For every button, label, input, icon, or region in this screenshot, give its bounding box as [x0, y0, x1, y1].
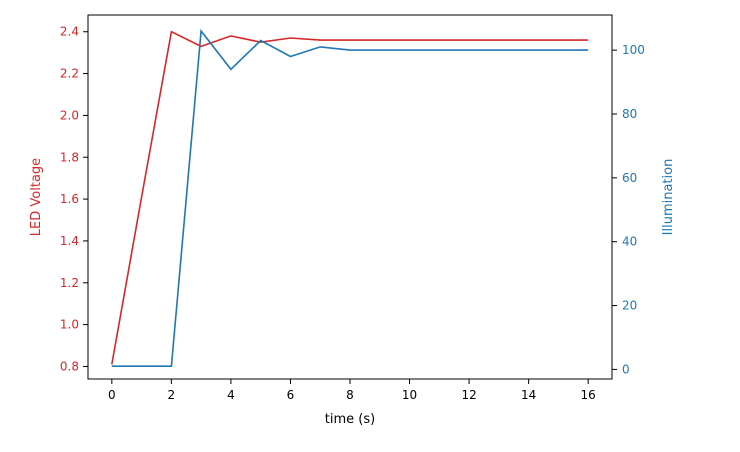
y-axis-right-label: Illumination — [661, 159, 676, 236]
y-left-tick-label: 1.6 — [60, 192, 79, 206]
x-tick-label: 0 — [108, 388, 116, 402]
y-right-tick-label: 20 — [622, 299, 637, 313]
y-left-tick-label: 2.0 — [60, 108, 79, 122]
x-tick-label: 14 — [521, 388, 536, 402]
y-right-tick-label: 60 — [622, 171, 637, 185]
x-tick-label: 10 — [402, 388, 417, 402]
led-voltage-series-line — [111, 30, 589, 365]
y-left-tick-label: 2.2 — [60, 67, 79, 81]
y-left-tick-label: 0.8 — [60, 359, 79, 373]
plot-frame — [87, 14, 613, 380]
x-tick-label: 2 — [168, 388, 176, 402]
x-tick-label: 12 — [461, 388, 476, 402]
y-right-tick-label: 100 — [622, 43, 645, 57]
y-axis-left: 0.8 1.0 1.2 1.4 1.6 1.8 2.0 2.2 2.4 — [60, 25, 88, 373]
x-tick-label: 16 — [581, 388, 596, 402]
x-axis: 0 2 4 6 8 10 12 14 16 — [108, 379, 596, 402]
y-left-tick-label: 1.0 — [60, 318, 79, 332]
x-tick-label: 4 — [227, 388, 235, 402]
y-left-tick-label: 1.2 — [60, 276, 79, 290]
y-right-tick-label: 40 — [622, 235, 637, 249]
y-right-tick-label: 0 — [622, 362, 630, 376]
series-lines — [111, 28, 589, 368]
y-right-tick-label: 80 — [622, 107, 637, 121]
x-tick-label: 8 — [346, 388, 354, 402]
y-axis-left-label: LED Voltage — [29, 158, 44, 236]
y-left-tick-label: 1.4 — [60, 234, 79, 248]
y-left-tick-label: 2.4 — [60, 25, 79, 39]
illumination-series-line — [111, 28, 589, 368]
y-left-tick-label: 1.8 — [60, 150, 79, 164]
x-axis-label: time (s) — [325, 412, 375, 427]
x-tick-label: 6 — [287, 388, 295, 402]
y-axis-right: 0 20 40 60 80 100 — [612, 43, 645, 376]
